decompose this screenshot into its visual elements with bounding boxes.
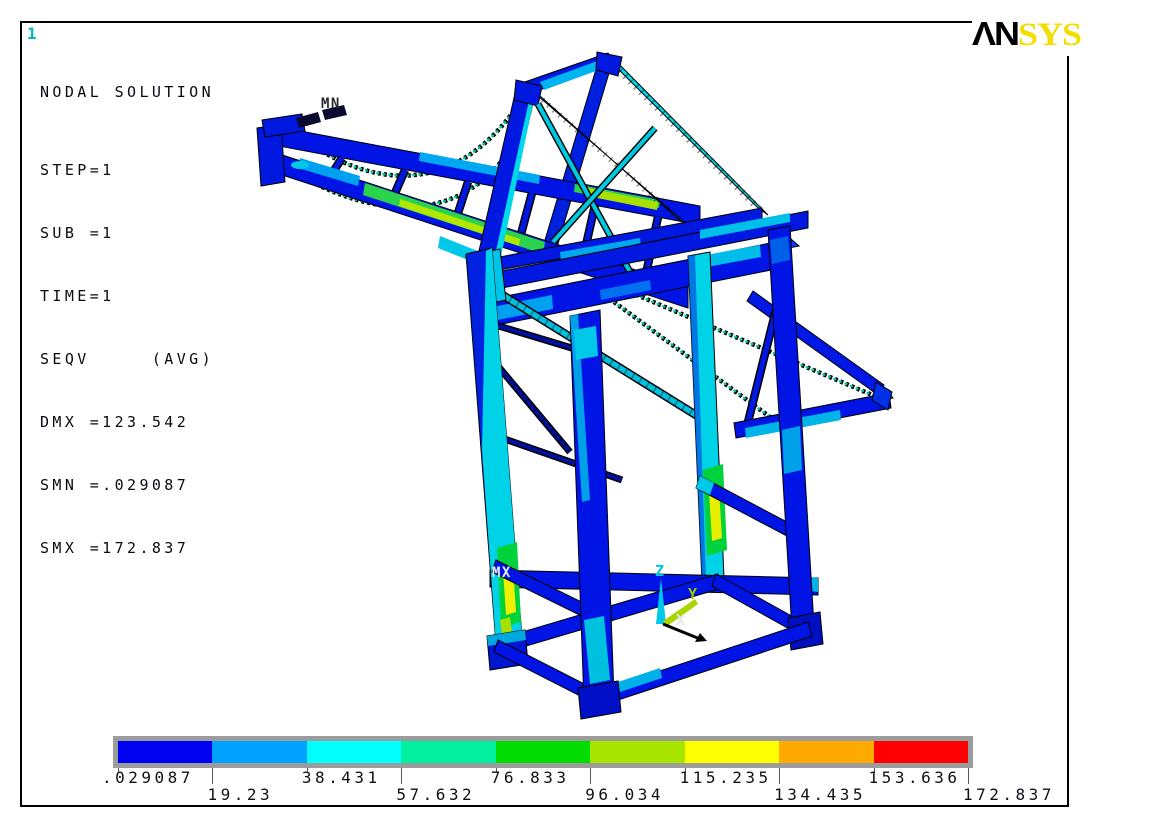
ansys-logo-sys: SYS <box>1018 15 1082 53</box>
ansys-logo: ΛN SYS <box>972 12 1082 56</box>
legend-segment <box>590 741 685 763</box>
legend-value: 172.837 <box>963 785 1055 804</box>
legend-segment <box>212 741 307 763</box>
legend-tick <box>873 768 875 773</box>
legend-value: 96.034 <box>585 785 665 804</box>
legend-segment <box>873 741 968 763</box>
triad-x-label: X <box>676 611 685 629</box>
legend-segment <box>118 741 213 763</box>
boom-tip <box>256 105 347 187</box>
legend-value: 19.23 <box>207 785 274 804</box>
boom-cross-members <box>329 155 663 275</box>
legend-segment <box>495 741 591 763</box>
legend-bar <box>118 741 968 763</box>
result-annotation: NODAL SOLUTION STEP=1 SUB =1 TIME=1 SEQV… <box>40 40 214 601</box>
coordinate-triad <box>656 578 707 642</box>
legend-tick <box>684 768 686 773</box>
legend-value: 134.435 <box>774 785 867 804</box>
legend-tick <box>495 768 497 773</box>
legend-tick <box>968 768 969 784</box>
annotation-line: SMX =172.837 <box>40 539 190 557</box>
legend-value: 38.431 <box>301 768 381 787</box>
legend-segment <box>401 741 496 763</box>
legend-value: .029087 <box>102 768 194 787</box>
annotation-title: NODAL SOLUTION <box>40 83 215 101</box>
legend-frame <box>113 736 973 768</box>
annotation-line: TIME=1 <box>40 287 115 305</box>
annotation-line: DMX =123.542 <box>40 413 190 431</box>
legend-tick <box>212 768 214 784</box>
leg-front-middle <box>569 309 622 720</box>
back-reach-bracket <box>733 264 894 439</box>
min-node-label: MN <box>321 96 341 112</box>
a-frame-front <box>475 79 710 274</box>
legend-tick <box>118 768 119 773</box>
upper-tie-beam <box>477 207 809 290</box>
portal-sill-beams <box>491 559 813 707</box>
legend-value: 57.632 <box>396 785 476 804</box>
legend-tick <box>590 768 592 784</box>
legend-segment <box>306 741 402 763</box>
legend-segment <box>684 741 780 763</box>
triad-z-axis <box>656 578 666 624</box>
stress-legend: .029087 19.23 38.431 57.632 76.833 96.034 115.… <box>102 736 1051 806</box>
triad-y-axis <box>663 599 698 627</box>
legend-value: 76.833 <box>490 768 570 787</box>
annotation-line: SMN =.029087 <box>40 476 190 494</box>
legend-value: 115.235 <box>679 768 772 787</box>
triad-x-axis <box>662 622 701 641</box>
plot-frame <box>20 21 1069 807</box>
annotation-line: SUB =1 <box>40 224 115 242</box>
legend-tick <box>306 768 308 773</box>
triad-z-label: Z <box>655 562 664 580</box>
annotation-line: STEP=1 <box>40 161 115 179</box>
leg-front-left <box>465 247 529 671</box>
legend-tick <box>401 768 403 784</box>
triad-y-label: Y <box>688 585 697 603</box>
ansys-logo-an: ΛN <box>972 14 1020 53</box>
annotation-line: SEQV (AVG) <box>40 350 215 368</box>
max-node-label: MX <box>492 565 512 581</box>
legend-segment <box>779 741 874 763</box>
legend-tick <box>779 768 781 784</box>
legend-value: 153.636 <box>868 768 961 787</box>
portal-cross-beams <box>489 475 819 653</box>
window-number: 1 <box>27 24 39 43</box>
